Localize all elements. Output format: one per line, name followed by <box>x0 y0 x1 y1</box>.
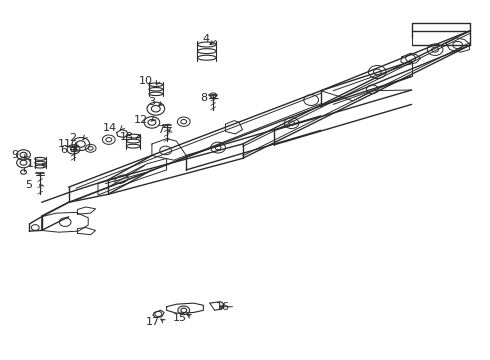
Text: 4: 4 <box>202 34 209 44</box>
Text: 17: 17 <box>146 317 160 327</box>
Text: 11: 11 <box>58 139 72 149</box>
Text: 16: 16 <box>216 302 230 312</box>
Text: 2: 2 <box>69 132 76 143</box>
Text: 13: 13 <box>120 132 133 142</box>
Text: 15: 15 <box>173 312 187 323</box>
Text: 3: 3 <box>148 96 155 107</box>
Text: 12: 12 <box>134 114 148 125</box>
Text: 1: 1 <box>27 159 34 169</box>
Text: 6: 6 <box>60 145 67 156</box>
Text: 9: 9 <box>11 150 18 160</box>
Text: 7: 7 <box>157 125 164 135</box>
Text: 10: 10 <box>139 76 153 86</box>
Text: 14: 14 <box>103 123 117 133</box>
Text: 8: 8 <box>200 93 207 103</box>
Text: 5: 5 <box>25 180 32 190</box>
